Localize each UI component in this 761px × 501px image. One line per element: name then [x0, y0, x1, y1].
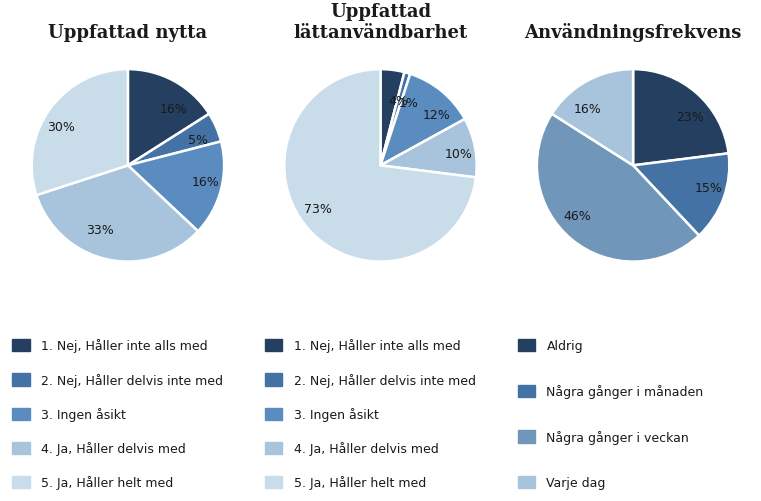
Title: Uppfattad nytta: Uppfattad nytta: [49, 24, 208, 42]
Wedge shape: [380, 120, 476, 178]
Bar: [517, 340, 535, 352]
Text: 5. Ja, Håller helt med: 5. Ja, Håller helt med: [294, 475, 426, 489]
Text: 4%: 4%: [389, 95, 409, 108]
Title: Uppfattad
lättanvändbarhet: Uppfattad lättanvändbarhet: [294, 3, 467, 42]
Text: 33%: 33%: [86, 223, 113, 236]
Text: Varje dag: Varje dag: [546, 476, 606, 489]
Text: 23%: 23%: [677, 111, 704, 124]
Bar: [12, 442, 30, 454]
Bar: [517, 430, 535, 443]
Wedge shape: [128, 115, 221, 166]
Bar: [12, 476, 30, 488]
Wedge shape: [128, 70, 209, 166]
Text: 16%: 16%: [191, 176, 219, 189]
Text: 1%: 1%: [399, 97, 419, 110]
Text: Aldrig: Aldrig: [546, 339, 583, 352]
Wedge shape: [633, 70, 728, 166]
Bar: [12, 408, 30, 420]
Bar: [12, 374, 30, 386]
Text: 1. Nej, Håller inte alls med: 1. Nej, Håller inte alls med: [294, 339, 460, 353]
Bar: [265, 476, 282, 488]
Bar: [265, 442, 282, 454]
Text: 16%: 16%: [574, 102, 602, 115]
Title: Användningsfrekvens: Användningsfrekvens: [524, 23, 742, 42]
Text: Några gånger i månaden: Några gånger i månaden: [546, 384, 704, 398]
Text: 3. Ingen åsikt: 3. Ingen åsikt: [41, 407, 126, 421]
Bar: [517, 476, 535, 488]
Text: 10%: 10%: [444, 147, 473, 160]
Text: 4. Ja, Håller delvis med: 4. Ja, Håller delvis med: [294, 441, 438, 455]
Bar: [12, 340, 30, 352]
Text: 73%: 73%: [304, 203, 332, 216]
Wedge shape: [552, 70, 633, 166]
Text: 46%: 46%: [564, 210, 591, 223]
Text: 15%: 15%: [695, 182, 722, 194]
Text: 2. Nej, Håller delvis inte med: 2. Nej, Håller delvis inte med: [41, 373, 223, 387]
Wedge shape: [633, 154, 729, 236]
Text: 1. Nej, Håller inte alls med: 1. Nej, Håller inte alls med: [41, 339, 208, 353]
Text: 2. Nej, Håller delvis inte med: 2. Nej, Håller delvis inte med: [294, 373, 476, 387]
Wedge shape: [32, 70, 128, 196]
Text: 12%: 12%: [422, 109, 450, 122]
Bar: [265, 374, 282, 386]
Text: 4. Ja, Håller delvis med: 4. Ja, Håller delvis med: [41, 441, 186, 455]
Text: 16%: 16%: [159, 102, 187, 115]
Wedge shape: [537, 115, 699, 262]
Text: 3. Ingen åsikt: 3. Ingen åsikt: [294, 407, 379, 421]
Text: 5%: 5%: [188, 134, 208, 147]
Text: 30%: 30%: [47, 121, 75, 134]
Bar: [517, 385, 535, 397]
Wedge shape: [380, 75, 465, 166]
Wedge shape: [285, 70, 476, 262]
Wedge shape: [380, 73, 410, 166]
Wedge shape: [37, 166, 198, 262]
Wedge shape: [128, 142, 224, 232]
Bar: [265, 408, 282, 420]
Text: 5. Ja, Håller helt med: 5. Ja, Håller helt med: [41, 475, 174, 489]
Wedge shape: [380, 70, 404, 166]
Text: Några gånger i veckan: Några gånger i veckan: [546, 430, 689, 444]
Bar: [265, 340, 282, 352]
